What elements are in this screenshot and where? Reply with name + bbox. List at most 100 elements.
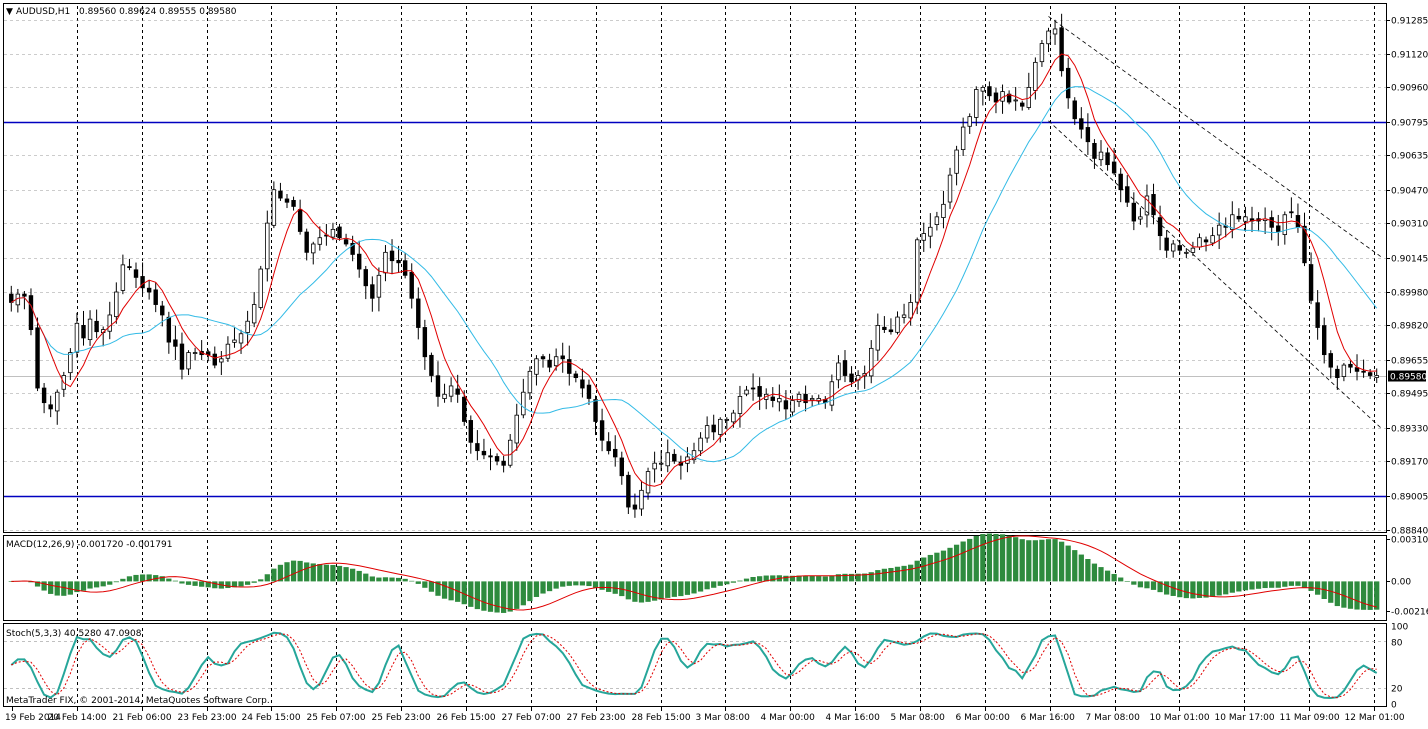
candle-body (81, 324, 86, 339)
time-tick-label: 4 Mar 16:00 (826, 713, 881, 723)
candle-body (580, 379, 585, 389)
candle-body (1216, 224, 1222, 236)
candle-body (429, 354, 434, 376)
stoch-title: Stoch(5,3,3) 40.5280 47.0908 (6, 629, 142, 639)
candle-body (370, 284, 375, 299)
candle-body (777, 398, 782, 403)
candle-body (389, 250, 395, 262)
candle-body (560, 355, 565, 360)
macd-histogram-bar (599, 581, 605, 590)
candle-body (888, 329, 894, 333)
candle-body (1210, 235, 1215, 244)
candle-body (1105, 152, 1110, 166)
candle-body (960, 126, 966, 150)
macd-histogram-bar (28, 581, 34, 583)
macd-histogram-bar (927, 554, 933, 582)
macd-histogram-bar (264, 574, 270, 582)
candle-body (1289, 211, 1294, 214)
candle-body (114, 291, 119, 318)
macd-histogram-bar (415, 581, 421, 584)
macd-histogram-bar (638, 581, 645, 603)
candle-body (809, 398, 815, 401)
macd-histogram-bar (789, 575, 796, 582)
macd-histogram-bar (61, 581, 67, 596)
macd-histogram-bar (310, 563, 316, 582)
macd-histogram-bar (107, 581, 113, 585)
time-tick-label: 20 Feb 14:00 (48, 713, 107, 723)
candle-body (1052, 28, 1058, 35)
candle-body (337, 226, 342, 239)
candle-body (1361, 370, 1366, 373)
price-tick-label: 0.90310 (1391, 220, 1428, 230)
price-tick-label: 0.90470 (1391, 187, 1428, 197)
macd-histogram-bar (678, 581, 684, 597)
candle-body (140, 276, 145, 289)
candle-body (593, 399, 598, 422)
macd-histogram-bar (395, 577, 402, 582)
candle-body (343, 239, 349, 245)
candle-body (1184, 251, 1189, 254)
macd-histogram-bar (494, 581, 500, 613)
macd-histogram-bar (881, 568, 887, 582)
candle-body (1072, 100, 1077, 120)
macd-title: MACD(12,26,9) -0.001720 -0.001791 (6, 540, 172, 550)
macd-histogram-bar (796, 575, 802, 582)
macd-histogram-bar (665, 581, 671, 598)
candle-body (724, 418, 730, 421)
macd-histogram-bar (822, 576, 828, 582)
macd-histogram-bar (750, 576, 756, 582)
macd-histogram-bar (461, 581, 467, 605)
macd-histogram-bar (113, 581, 119, 583)
macd-histogram-bar (586, 581, 592, 587)
macd-histogram-bar (231, 581, 238, 588)
price-tick-label: 0.91285 (1391, 17, 1428, 27)
candle-body (770, 396, 775, 401)
macd-histogram-bar (809, 575, 815, 582)
macd-histogram-bar (1164, 581, 1170, 595)
candle-body (672, 453, 677, 462)
macd-histogram-bar (553, 581, 559, 589)
macd-histogram-bar (1170, 581, 1176, 596)
macd-histogram-bar (284, 562, 290, 582)
macd-histogram-bar (1255, 581, 1262, 589)
chart-menu-icon[interactable]: ▼ (6, 7, 13, 17)
candle-body (1157, 217, 1163, 237)
candle-body (475, 443, 480, 452)
macd-histogram-bar (1236, 581, 1242, 592)
macd-histogram-bar (986, 533, 993, 582)
macd-histogram-bar (835, 574, 842, 582)
candle-body (586, 384, 592, 399)
candle-body (304, 231, 309, 253)
stoch-signal-line (11, 633, 1377, 699)
macd-histogram-bar (1131, 581, 1137, 585)
candle-body (829, 381, 835, 406)
candle-body (711, 424, 716, 433)
candle-body (468, 420, 474, 443)
candle-body (1144, 195, 1150, 216)
price-pane (4, 13, 1386, 518)
macd-histogram-bar (573, 581, 579, 586)
candle-body (28, 295, 34, 330)
ma-slow-line (11, 86, 1378, 463)
candle-body (107, 314, 112, 332)
candle-body (462, 396, 467, 422)
candle-body (658, 462, 664, 465)
macd-histogram-bar (1295, 581, 1301, 586)
price-tick-label: 0.89820 (1391, 322, 1428, 332)
macd-histogram-bar (802, 575, 809, 582)
candle-body (606, 441, 611, 452)
macd-histogram-bar (829, 575, 835, 582)
candle-body (1315, 302, 1320, 328)
macd-histogram-bar (658, 581, 664, 600)
macd-tick-label: -0.002167 (1391, 608, 1428, 618)
macd-histogram-bar (737, 580, 743, 582)
candle-body (481, 450, 487, 456)
candle-body (245, 320, 250, 333)
macd-histogram-bar (1354, 581, 1360, 610)
macd-histogram-bar (159, 576, 165, 582)
macd-histogram-bar (763, 575, 769, 582)
candle-body (980, 87, 986, 92)
stoch-main-line (10, 631, 1378, 700)
